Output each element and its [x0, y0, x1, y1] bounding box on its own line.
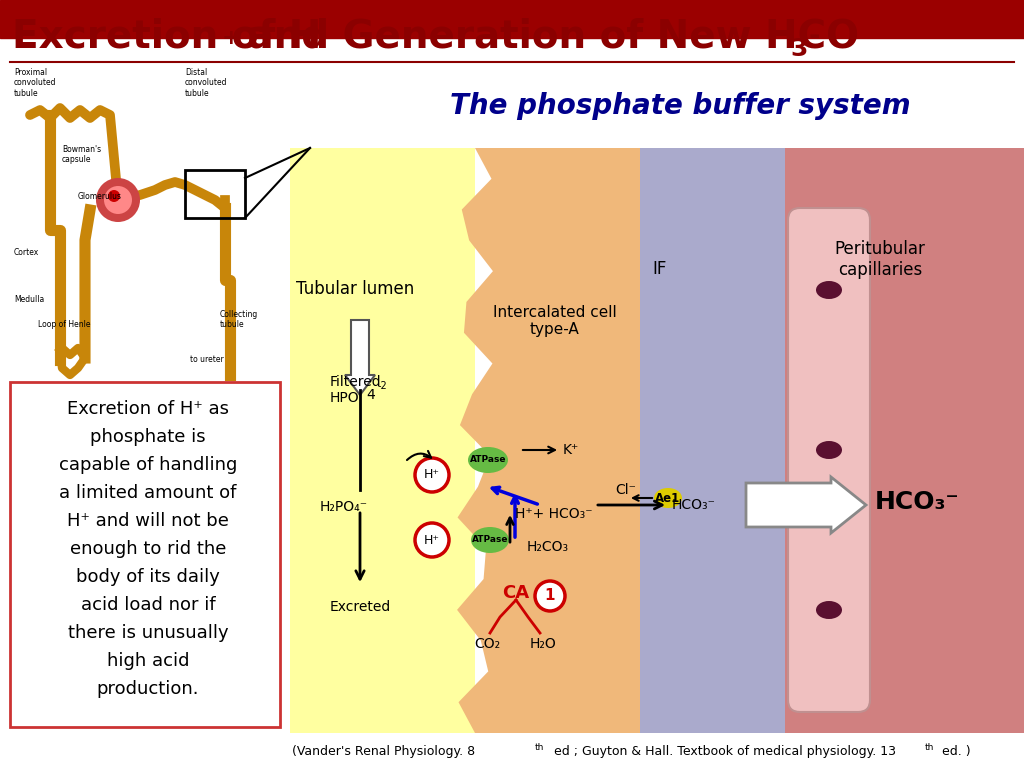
Text: Filtered
HPO: Filtered HPO	[330, 375, 382, 406]
Circle shape	[104, 186, 132, 214]
Bar	[785, 148, 1024, 733]
Text: 4: 4	[366, 388, 375, 402]
Text: (Vander's Renal Physiology. 8: (Vander's Renal Physiology. 8	[292, 745, 475, 758]
Text: to ureter: to ureter	[190, 355, 224, 364]
Text: H⁺+ HCO₃⁻: H⁺+ HCO₃⁻	[515, 507, 593, 521]
Text: there is unusually: there is unusually	[68, 624, 228, 642]
Ellipse shape	[816, 441, 842, 459]
Ellipse shape	[654, 488, 682, 508]
Text: Glomerulus: Glomerulus	[78, 192, 122, 201]
Text: +: +	[222, 28, 241, 48]
Text: The phosphate buffer system: The phosphate buffer system	[450, 92, 910, 120]
Text: high acid: high acid	[106, 652, 189, 670]
Circle shape	[535, 581, 565, 611]
FancyArrow shape	[746, 477, 866, 533]
Text: body of its daily: body of its daily	[76, 568, 220, 586]
Text: th: th	[535, 743, 545, 752]
Text: ed ; Guyton & Hall. Textbook of medical physiology. 13: ed ; Guyton & Hall. Textbook of medical …	[550, 745, 896, 758]
Text: capable of handling: capable of handling	[58, 456, 238, 474]
Bar	[290, 148, 475, 733]
Text: Excretion of H⁺ as: Excretion of H⁺ as	[67, 400, 229, 418]
Text: Intercalated cell
type-A: Intercalated cell type-A	[494, 305, 616, 337]
Ellipse shape	[468, 447, 508, 473]
Text: HCO₃⁻: HCO₃⁻	[672, 498, 716, 512]
Text: and Generation of New HCO: and Generation of New HCO	[234, 18, 859, 56]
Text: a limited amount of: a limited amount of	[59, 484, 237, 502]
Bar	[10, 68, 282, 378]
Text: ed. ): ed. )	[938, 745, 971, 758]
Text: phosphate is: phosphate is	[90, 428, 206, 446]
Text: CA: CA	[503, 584, 529, 602]
FancyArrow shape	[345, 320, 375, 395]
Bar	[10, 382, 280, 727]
Bar	[0, 0, 1024, 38]
FancyBboxPatch shape	[788, 208, 870, 712]
Bar	[640, 148, 785, 733]
Circle shape	[96, 178, 140, 222]
Text: H⁺: H⁺	[424, 534, 440, 547]
Text: ATPase: ATPase	[470, 455, 506, 465]
Text: Bowman's
capsule: Bowman's capsule	[62, 145, 101, 164]
Circle shape	[415, 458, 449, 492]
Text: IF: IF	[653, 260, 668, 278]
Text: enough to rid the: enough to rid the	[70, 540, 226, 558]
Text: H₂CO₃: H₂CO₃	[527, 540, 569, 554]
Text: Medulla: Medulla	[14, 295, 44, 304]
Text: Ae1: Ae1	[655, 492, 681, 505]
Text: 1: 1	[545, 588, 555, 604]
Bar	[185, 170, 245, 218]
Text: acid load nor if: acid load nor if	[81, 596, 215, 614]
Text: Excreted: Excreted	[330, 600, 390, 614]
Text: Peritubular
capillaries: Peritubular capillaries	[835, 240, 926, 279]
Ellipse shape	[816, 601, 842, 619]
Text: -2: -2	[378, 381, 388, 391]
Circle shape	[108, 190, 120, 202]
Text: Proximal
convoluted
tubule: Proximal convoluted tubule	[14, 68, 56, 98]
Text: K⁺: K⁺	[563, 443, 580, 457]
Text: H⁺ and will not be: H⁺ and will not be	[67, 512, 229, 530]
Text: H₂O: H₂O	[529, 637, 556, 651]
Text: CO₂: CO₂	[474, 637, 500, 651]
Text: production.: production.	[96, 680, 200, 698]
Ellipse shape	[816, 281, 842, 299]
Text: ATPase: ATPase	[472, 535, 508, 545]
Text: Loop of Henle: Loop of Henle	[38, 320, 90, 329]
Text: Cortex: Cortex	[14, 248, 39, 257]
Text: Tubular lumen: Tubular lumen	[296, 280, 414, 298]
Text: Cl⁻: Cl⁻	[615, 483, 636, 497]
Text: Excretion of H: Excretion of H	[12, 18, 322, 56]
Text: Collecting
tubule: Collecting tubule	[220, 310, 258, 329]
Text: th: th	[925, 743, 934, 752]
Text: -: -	[808, 22, 819, 50]
Circle shape	[415, 523, 449, 557]
Text: 3: 3	[790, 37, 807, 61]
Text: HCO₃⁻: HCO₃⁻	[874, 490, 959, 514]
Text: Distal
convoluted
tubule: Distal convoluted tubule	[185, 68, 227, 98]
Text: H⁺: H⁺	[424, 468, 440, 482]
Text: H₂PO₄⁻: H₂PO₄⁻	[319, 500, 368, 514]
Ellipse shape	[471, 527, 509, 553]
Polygon shape	[457, 148, 640, 733]
